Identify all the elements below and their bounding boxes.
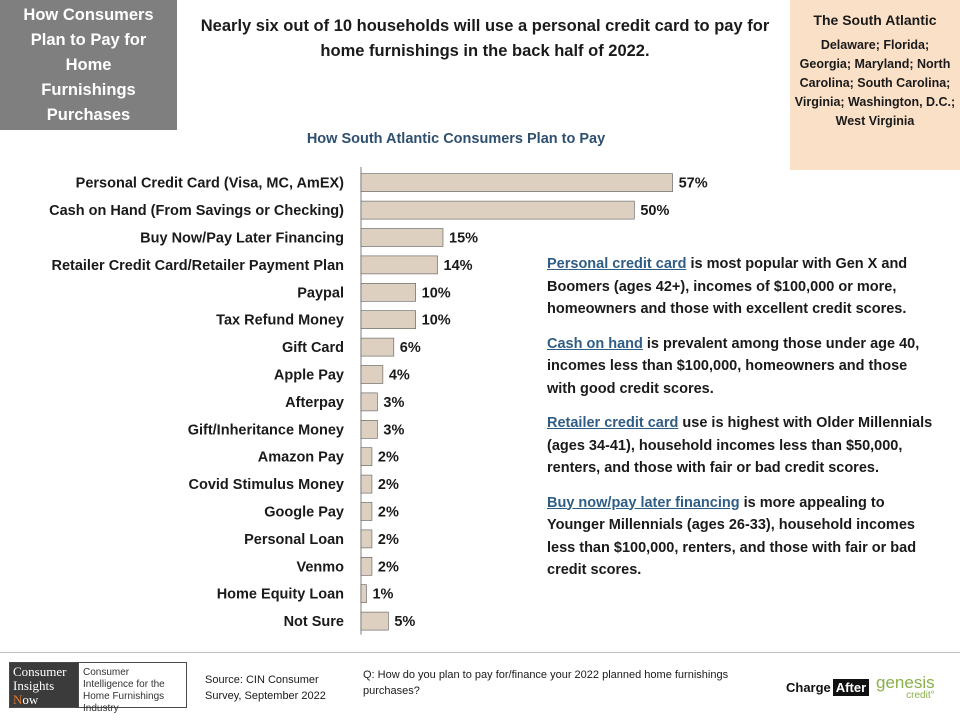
value-label: 2% bbox=[378, 532, 399, 548]
logo-letters: ow bbox=[22, 692, 39, 707]
category-label: Buy Now/Pay Later Financing bbox=[140, 231, 344, 247]
insight-text: is most popular with Gen X and Boomers (… bbox=[547, 256, 908, 317]
category-label: Home Equity Loan bbox=[217, 587, 344, 603]
logo-part: genesis bbox=[876, 673, 935, 692]
bar bbox=[360, 392, 378, 412]
value-label: 10% bbox=[422, 285, 451, 301]
value-label: 5% bbox=[394, 614, 415, 630]
section-title-line: Home bbox=[65, 56, 112, 74]
genesis-credit-logo: genesis credit° bbox=[876, 674, 935, 701]
insights-panel: Personal credit card is most popular wit… bbox=[547, 253, 937, 594]
insight-personal-credit-card: Personal credit card is most popular wit… bbox=[547, 253, 937, 321]
category-label: Tax Refund Money bbox=[216, 313, 344, 329]
chart-title: How South Atlantic Consumers Plan to Pay bbox=[306, 131, 606, 147]
logo-word: Consumer bbox=[13, 664, 67, 679]
logo-wordmark: Consumer Insights Now bbox=[10, 663, 78, 707]
consumer-insights-now-logo: Consumer Insights Now Consumer Intellige… bbox=[9, 662, 187, 714]
logo-part: Charge bbox=[786, 680, 831, 695]
section-title-box: How Consumers Plan to Pay for Home Furni… bbox=[0, 0, 177, 130]
bar-chart: Personal Credit Card (Visa, MC, AmEX) 57%… bbox=[49, 167, 708, 635]
bar bbox=[360, 173, 673, 192]
bar bbox=[360, 228, 444, 247]
bar bbox=[360, 337, 395, 357]
insight-highlight: Buy now/pay later financing bbox=[547, 494, 740, 511]
category-label: Venmo bbox=[296, 559, 344, 575]
logo-word: Insights bbox=[13, 678, 55, 693]
value-label: 2% bbox=[378, 477, 399, 493]
bar bbox=[360, 447, 373, 467]
logo-part: After bbox=[832, 679, 870, 696]
bar bbox=[360, 584, 367, 604]
value-label: 2% bbox=[378, 559, 399, 575]
insight-cash-on-hand: Cash on hand is prevalent among those un… bbox=[547, 333, 937, 401]
survey-question: Q: How do you plan to pay for/finance yo… bbox=[363, 669, 729, 697]
category-label: Afterpay bbox=[285, 395, 344, 411]
insight-highlight: Retailer credit card bbox=[547, 415, 679, 431]
value-label: 2% bbox=[378, 505, 399, 521]
bar bbox=[360, 611, 389, 631]
insight-highlight: Personal credit card bbox=[547, 256, 687, 272]
value-label: 4% bbox=[389, 368, 410, 384]
category-label: Retailer Credit Card/Retailer Payment Pl… bbox=[51, 258, 344, 274]
value-label: 15% bbox=[449, 231, 478, 247]
bar bbox=[360, 502, 373, 521]
headline: Nearly six out of 10 households will use… bbox=[200, 17, 770, 60]
logo-letter: N bbox=[13, 692, 23, 707]
insight-text: is prevalent among those under age 40, i… bbox=[547, 335, 920, 397]
bar bbox=[360, 474, 373, 494]
section-title-line: Plan to Pay for bbox=[30, 31, 147, 49]
bar bbox=[360, 255, 438, 275]
section-title-line: Purchases bbox=[46, 106, 131, 124]
category-label: Personal Loan bbox=[244, 532, 344, 548]
insight-text: use is highest with Older Millennials (a… bbox=[547, 415, 933, 476]
bar bbox=[360, 200, 635, 220]
bar bbox=[360, 556, 373, 576]
insight-text: is more appealing to Younger Millennials… bbox=[547, 494, 917, 579]
logo-word: Now bbox=[13, 693, 75, 707]
bar bbox=[360, 310, 416, 329]
bar bbox=[360, 420, 378, 439]
category-label: Gift/Inheritance Money bbox=[188, 422, 344, 438]
category-label: Personal Credit Card (Visa, MC, AmEX) bbox=[76, 176, 344, 192]
value-label: 10% bbox=[422, 313, 451, 329]
region-states: Delaware; Florida; Georgia; Maryland; No… bbox=[794, 38, 956, 128]
source-note: Source: CIN Consumer Survey, September 2… bbox=[205, 674, 326, 702]
value-label: 2% bbox=[378, 450, 399, 466]
value-label: 14% bbox=[444, 258, 473, 274]
region-box: The South Atlantic Delaware; Florida; Ge… bbox=[790, 0, 960, 170]
logo-tagline: Consumer Intelligence for the Home Furni… bbox=[78, 663, 186, 714]
section-title-line: How Consumers bbox=[23, 6, 154, 24]
logo-part: credit° bbox=[906, 690, 935, 701]
footer-divider bbox=[0, 652, 960, 653]
category-label: Not Sure bbox=[284, 614, 344, 630]
value-label: 1% bbox=[372, 587, 393, 603]
category-label: Covid Stimulus Money bbox=[189, 477, 345, 493]
insight-bnpl: Buy now/pay later financing is more appe… bbox=[547, 492, 937, 582]
insight-retailer-credit-card: Retailer credit card use is highest with… bbox=[547, 412, 937, 480]
insight-highlight: Cash on hand bbox=[547, 335, 643, 352]
bar bbox=[360, 283, 416, 302]
category-label: Gift Card bbox=[282, 340, 344, 356]
bar bbox=[360, 365, 384, 384]
value-label: 50% bbox=[640, 203, 669, 219]
category-label: Cash on Hand (From Savings or Checking) bbox=[49, 203, 344, 219]
chargeafter-logo: Charge After bbox=[786, 679, 870, 696]
bar bbox=[360, 529, 373, 549]
value-label: 3% bbox=[383, 422, 404, 438]
value-label: 57% bbox=[679, 176, 708, 192]
value-label: 6% bbox=[400, 340, 421, 356]
category-label: Amazon Pay bbox=[258, 450, 344, 466]
value-label: 3% bbox=[383, 395, 404, 411]
region-title: The South Atlantic bbox=[813, 12, 937, 28]
section-title-line: Furnishings bbox=[41, 81, 136, 99]
category-label: Paypal bbox=[297, 285, 344, 301]
category-label: Google Pay bbox=[264, 505, 344, 521]
category-label: Apple Pay bbox=[274, 368, 344, 384]
